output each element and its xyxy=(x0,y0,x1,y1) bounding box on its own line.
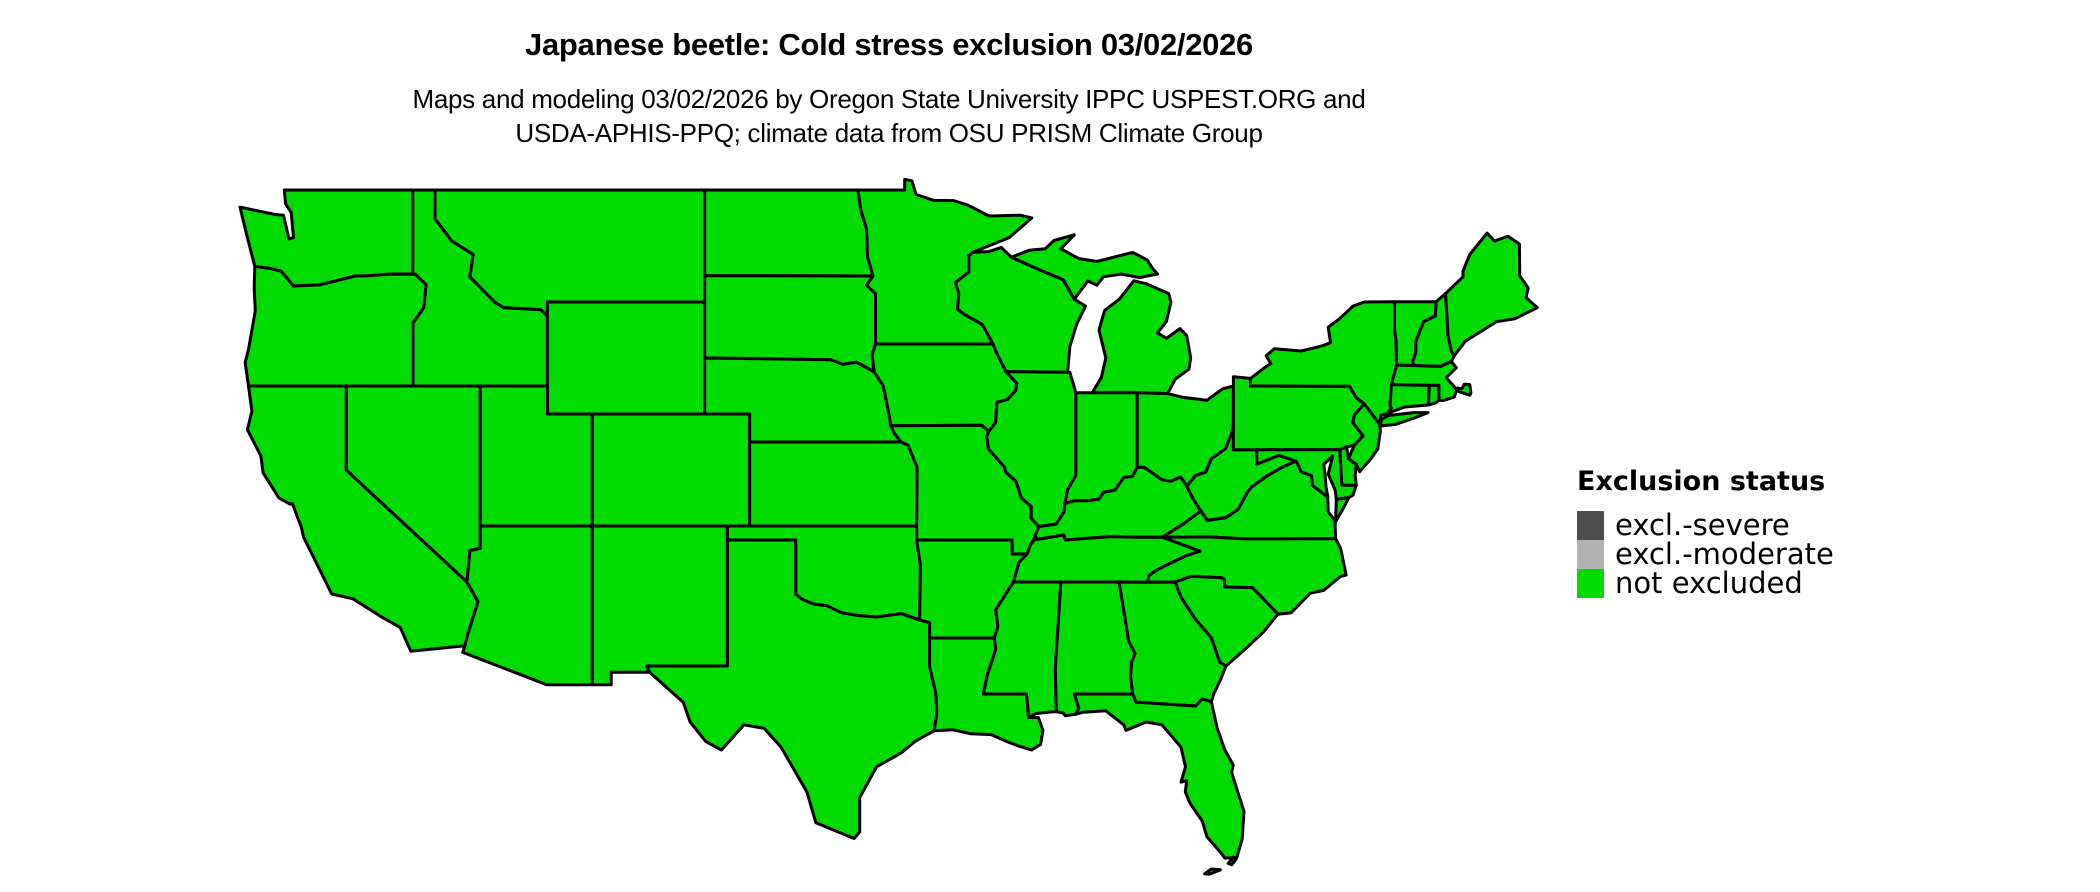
legend-swatch-excl-severe xyxy=(1577,511,1604,540)
legend-label: not excluded xyxy=(1615,566,1803,600)
state-FL xyxy=(1072,692,1246,876)
legend-rows: excl.-severe excl.-moderate not excluded xyxy=(1577,511,1834,598)
state-KS xyxy=(748,440,919,528)
state-AZ xyxy=(461,524,594,687)
state-WI xyxy=(953,245,1087,374)
state-OR xyxy=(243,264,428,388)
map-title: Japanese beetle: Cold stress exclusion 0… xyxy=(525,27,1253,62)
legend-item-excl-severe: excl.-severe xyxy=(1577,511,1834,540)
legend-swatch-excl-moderate xyxy=(1577,540,1604,569)
map-subtitle: Maps and modeling 03/02/2026 by Oregon S… xyxy=(0,82,1778,150)
state-CO xyxy=(590,412,752,528)
map-subtitle-line-2: USDA-APHIS-PPQ; climate data from OSU PR… xyxy=(515,118,1263,148)
legend-label: excl.-moderate xyxy=(1615,537,1834,571)
map-header: Japanese beetle: Cold stress exclusion 0… xyxy=(0,26,1778,150)
legend-title: Exclusion status xyxy=(1577,466,1826,497)
legend-item-not-excluded: not excluded xyxy=(1577,569,1834,598)
state-MS xyxy=(982,580,1063,719)
state-WY xyxy=(545,300,707,416)
legend-label: excl.-severe xyxy=(1615,508,1790,542)
legend-swatch-not-excluded xyxy=(1577,569,1604,598)
state-CT xyxy=(1386,383,1431,415)
legend-item-excl-moderate: excl.-moderate xyxy=(1577,540,1834,569)
state-RI xyxy=(1426,383,1441,407)
map-subtitle-line-1: Maps and modeling 03/02/2026 by Oregon S… xyxy=(412,84,1366,114)
state-MD xyxy=(1255,448,1358,501)
state-ME xyxy=(1444,231,1539,358)
state-MI xyxy=(1009,233,1193,396)
state-ND xyxy=(703,188,875,278)
state-TX xyxy=(645,538,939,840)
legend: Exclusion status excl.-severe excl.-moder… xyxy=(1577,466,1834,598)
state-NM xyxy=(590,524,729,687)
